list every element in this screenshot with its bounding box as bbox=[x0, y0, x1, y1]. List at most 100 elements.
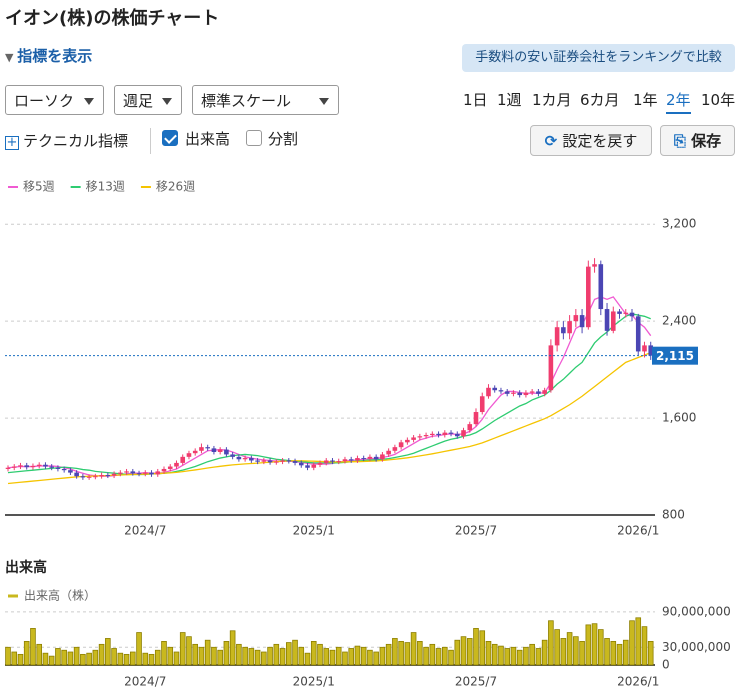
volume-bar bbox=[304, 652, 311, 666]
volume-bar bbox=[111, 648, 117, 666]
candle-body bbox=[149, 472, 154, 475]
candle-body bbox=[355, 458, 360, 461]
candle-body bbox=[255, 460, 260, 462]
y-tick-label: 0 bbox=[662, 658, 670, 672]
x-tick-label: 2025/7 bbox=[455, 675, 497, 689]
candle-body bbox=[174, 462, 179, 467]
select-text: 週足 bbox=[123, 92, 154, 110]
candle-body bbox=[348, 459, 354, 461]
legend-label: 移5週 bbox=[23, 180, 55, 194]
candle-body bbox=[267, 460, 273, 463]
candle-body bbox=[330, 460, 335, 462]
volume-title: 出来高 bbox=[5, 559, 47, 576]
period-tab[interactable]: 2年 bbox=[666, 88, 691, 114]
volume-bar bbox=[604, 638, 610, 666]
x-tick-label: 2024/7 bbox=[124, 524, 166, 538]
candle-body bbox=[74, 472, 79, 477]
volume-bar bbox=[523, 646, 529, 666]
candle-body bbox=[217, 449, 223, 452]
candle-body bbox=[186, 453, 192, 457]
period-tab[interactable]: 1日 bbox=[463, 91, 488, 109]
chart-type-select[interactable]: ローソク bbox=[5, 85, 104, 115]
indicator-toggle[interactable]: 指標を表示 bbox=[5, 45, 92, 66]
candle-body bbox=[261, 460, 267, 462]
candle-body bbox=[49, 466, 54, 468]
candle-body bbox=[11, 466, 17, 468]
checkbox-label[interactable]: 出来高 bbox=[185, 130, 231, 148]
last-price-box bbox=[652, 346, 698, 365]
separator bbox=[150, 128, 151, 154]
candle-body bbox=[199, 447, 204, 451]
volume-bar bbox=[485, 641, 492, 666]
button-text: 設定を戻す bbox=[562, 132, 638, 150]
reset-icon: ⟳ bbox=[544, 132, 563, 150]
volume-bar bbox=[367, 649, 373, 666]
volume-bar bbox=[460, 636, 467, 666]
volume-bar bbox=[491, 643, 498, 666]
volume-bar bbox=[379, 646, 386, 666]
volume-bar bbox=[186, 636, 192, 666]
period-tab[interactable]: 6カ月 bbox=[580, 91, 620, 109]
candle-body bbox=[280, 460, 285, 462]
interval-select[interactable]: 週足 bbox=[114, 85, 182, 115]
volume-bar bbox=[342, 651, 348, 666]
technical-button[interactable]: テクニカル指標 bbox=[5, 130, 128, 151]
volume-bar bbox=[254, 649, 261, 666]
candle-body bbox=[192, 450, 198, 454]
candle-body bbox=[598, 264, 604, 310]
period-tab[interactable]: 1カ月 bbox=[532, 91, 572, 109]
volume-bar bbox=[67, 651, 74, 666]
period-tab[interactable]: 1年 bbox=[633, 91, 658, 109]
candle-body bbox=[367, 456, 373, 459]
volume-bar bbox=[573, 636, 579, 666]
save-button[interactable]: ⎘ 保存 bbox=[660, 125, 735, 156]
volume-bar bbox=[429, 643, 436, 666]
volume-bar bbox=[23, 641, 30, 666]
volume-bar bbox=[360, 646, 367, 666]
candle-body bbox=[99, 475, 104, 477]
candle-body bbox=[430, 433, 435, 436]
candle-body bbox=[205, 447, 210, 449]
candle-body bbox=[417, 436, 423, 438]
volume-bar bbox=[48, 655, 55, 666]
volume-bar bbox=[117, 652, 124, 666]
checkbox[interactable] bbox=[246, 130, 262, 146]
candle-body bbox=[567, 321, 572, 334]
candle-body bbox=[436, 433, 441, 436]
candle-body bbox=[155, 471, 161, 475]
candle-body bbox=[118, 472, 123, 474]
reset-button[interactable]: ⟳ 設定を戻す bbox=[530, 125, 652, 156]
volume-bar bbox=[204, 639, 211, 666]
volume-bar bbox=[223, 641, 230, 666]
candle-body bbox=[167, 466, 173, 469]
candle-body bbox=[529, 391, 535, 393]
x-tick-label: 2026/1 bbox=[617, 524, 659, 538]
volume-bar bbox=[248, 648, 255, 666]
candle-body bbox=[336, 461, 342, 463]
candle-body bbox=[311, 464, 317, 468]
volume-bar bbox=[641, 626, 648, 666]
volume-bar bbox=[173, 651, 180, 666]
checkbox[interactable] bbox=[162, 130, 178, 146]
candle-body bbox=[492, 387, 498, 391]
candle-body bbox=[504, 391, 510, 394]
volume-bar bbox=[622, 639, 629, 666]
volume-bar bbox=[105, 638, 111, 666]
volume-bar bbox=[42, 652, 49, 666]
volume-bar bbox=[242, 646, 248, 666]
checkbox-label[interactable]: 分割 bbox=[268, 130, 299, 148]
volume-bar bbox=[535, 648, 542, 666]
candle-body bbox=[442, 432, 448, 436]
period-tab[interactable]: 1週 bbox=[497, 91, 522, 109]
volume-bar bbox=[510, 646, 517, 666]
scale-select[interactable]: 標準スケール bbox=[192, 85, 339, 115]
candle-body bbox=[467, 424, 473, 431]
period-tab[interactable]: 10年 bbox=[701, 91, 736, 109]
candle-body bbox=[305, 465, 310, 468]
x-tick-label: 2025/7 bbox=[455, 524, 497, 538]
candle-body bbox=[36, 464, 42, 466]
candle-body bbox=[180, 456, 186, 463]
candle-body bbox=[111, 473, 117, 476]
y-tick-label: 2,400 bbox=[662, 314, 696, 328]
ad-link[interactable]: 手数料の安い証券会社をランキングで比較 bbox=[462, 44, 735, 72]
